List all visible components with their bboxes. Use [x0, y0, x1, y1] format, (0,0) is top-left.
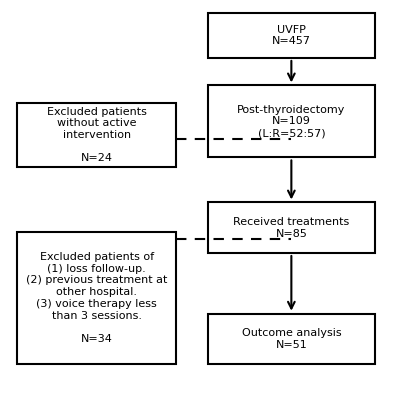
- Text: than 3 sessions.: than 3 sessions.: [52, 310, 142, 321]
- Text: N=34: N=34: [81, 334, 113, 344]
- FancyBboxPatch shape: [208, 202, 375, 253]
- Text: N=51: N=51: [276, 340, 307, 350]
- Text: without active: without active: [57, 118, 136, 129]
- Text: N=24: N=24: [81, 153, 113, 163]
- Text: Post-thyroidectomy: Post-thyroidectomy: [237, 105, 346, 115]
- FancyBboxPatch shape: [208, 314, 375, 364]
- FancyBboxPatch shape: [17, 103, 176, 167]
- Text: Excluded patients: Excluded patients: [47, 107, 147, 117]
- Text: UVFP: UVFP: [277, 25, 306, 35]
- FancyBboxPatch shape: [208, 85, 375, 158]
- Text: Outcome analysis: Outcome analysis: [242, 328, 341, 338]
- Text: intervention: intervention: [63, 130, 131, 140]
- Text: (1) loss follow-up.: (1) loss follow-up.: [47, 264, 146, 274]
- Text: (L:R=52:57): (L:R=52:57): [258, 128, 325, 138]
- Text: N=109: N=109: [272, 116, 311, 127]
- Text: other hospital.: other hospital.: [56, 287, 137, 297]
- FancyBboxPatch shape: [208, 13, 375, 58]
- Text: (3) voice therapy less: (3) voice therapy less: [36, 299, 157, 309]
- FancyBboxPatch shape: [17, 231, 176, 364]
- Text: (2) previous treatment at: (2) previous treatment at: [26, 275, 168, 285]
- Text: Excluded patients of: Excluded patients of: [40, 252, 154, 262]
- Text: N=457: N=457: [272, 37, 311, 46]
- Text: Received treatments: Received treatments: [233, 217, 350, 227]
- Text: N=85: N=85: [276, 229, 307, 239]
